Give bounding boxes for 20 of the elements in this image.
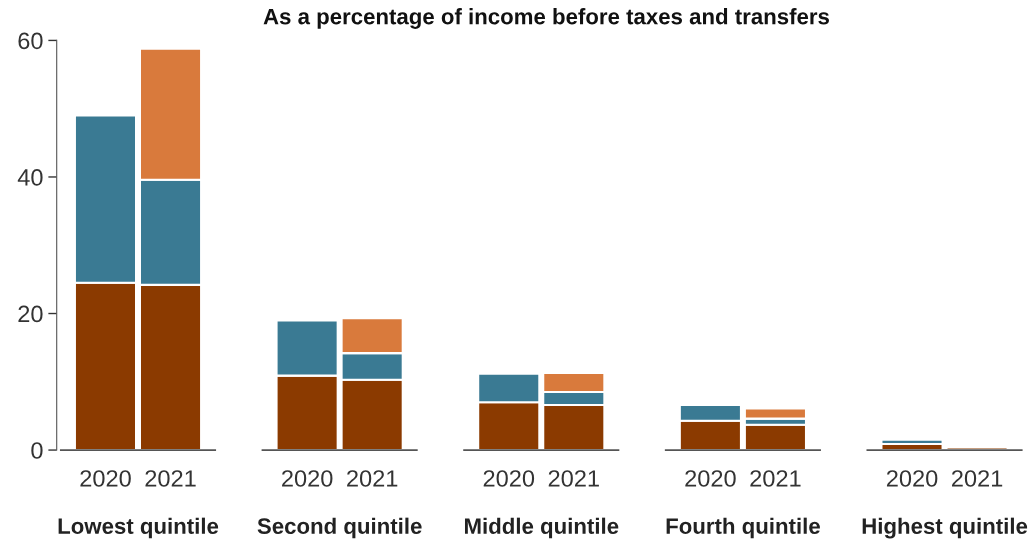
x-tick-label: 2021: [347, 470, 398, 487]
text: Middle quintile: [465, 517, 619, 539]
text: Second quintile: [257, 517, 422, 539]
y-tick-label: 40: [17, 169, 43, 186]
text: Fourth quintile: [666, 517, 820, 539]
x-tick-label: 2020: [886, 470, 938, 487]
y-tick-label: 60: [18, 32, 43, 50]
y-tick-label: 20: [18, 305, 43, 323]
x-tick-label: 2021: [145, 470, 196, 487]
x-tick-label: 2020: [685, 470, 736, 487]
x-tick-label: 2021: [548, 470, 599, 487]
y-tick-label: 0: [31, 442, 43, 459]
x-tick-label: 2021: [951, 470, 1003, 487]
text: Lowest quintile: [58, 517, 219, 539]
chart-title: As a percentage of income before taxes and transfers: [263, 8, 829, 29]
text: Highest quintile: [862, 517, 1028, 539]
x-tick-label: 2021: [750, 470, 801, 487]
x-tick-label: 2020: [483, 470, 535, 487]
x-tick-label: 2020: [80, 470, 131, 487]
x-tick-label: 2020: [282, 470, 333, 487]
